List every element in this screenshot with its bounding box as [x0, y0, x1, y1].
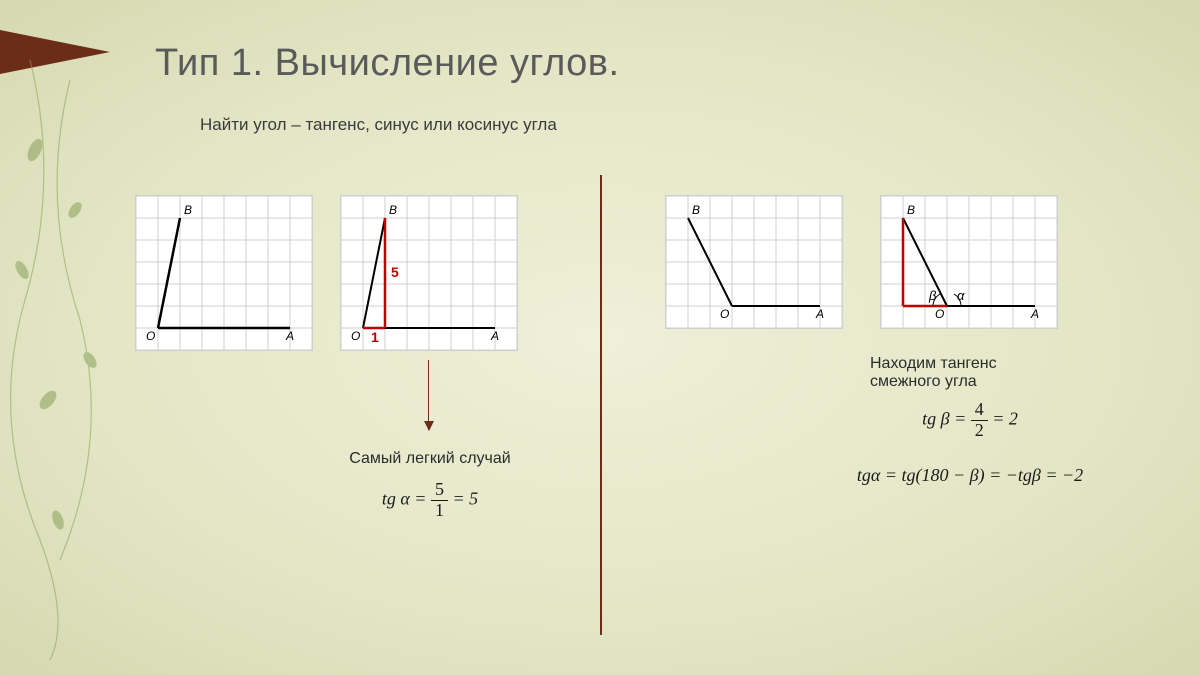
svg-text:O: O: [935, 307, 944, 321]
title-ribbon: [0, 30, 110, 74]
svg-text:β: β: [928, 288, 937, 303]
svg-text:1: 1: [371, 329, 379, 345]
left-caption: Самый легкий случай: [300, 450, 560, 468]
svg-text:A: A: [490, 329, 499, 343]
right-formula-1: tg β = 4 2 = 2: [870, 400, 1070, 441]
lhs: tg β =: [922, 408, 966, 428]
svg-text:A: A: [1030, 307, 1039, 321]
svg-text:B: B: [184, 203, 192, 217]
fraction: 4 2: [971, 400, 988, 441]
svg-text:α: α: [957, 288, 965, 303]
fraction: 5 1: [431, 480, 448, 521]
svg-text:5: 5: [391, 264, 399, 280]
svg-text:B: B: [692, 203, 700, 217]
grid-right-2: O A Bβ α: [880, 195, 1058, 329]
grid-right-1: O A B: [665, 195, 843, 329]
rhs: = 2: [992, 408, 1018, 428]
svg-text:B: B: [389, 203, 397, 217]
rhs: = 5: [452, 488, 478, 508]
right-formula-2: tgα = tg(180 − β) = −tgβ = −2: [760, 465, 1180, 486]
grid-left-1: O A B: [135, 195, 313, 351]
svg-text:O: O: [146, 329, 155, 343]
left-formula: tg α = 5 1 = 5: [300, 480, 560, 521]
right-caption: Находим тангенс смежного угла: [870, 355, 1070, 391]
page-title: Тип 1. Вычисление углов.: [155, 42, 620, 85]
svg-text:B: B: [907, 203, 915, 217]
subtitle: Найти угол – тангенс, синус или косинус …: [200, 115, 557, 135]
grid-left-2: O A B 5 1: [340, 195, 518, 351]
vertical-divider: [600, 175, 602, 635]
vine-left: [0, 60, 120, 660]
svg-text:O: O: [720, 307, 729, 321]
lhs: tg α =: [382, 488, 427, 508]
svg-text:O: O: [351, 329, 360, 343]
svg-text:A: A: [285, 329, 294, 343]
svg-text:A: A: [815, 307, 824, 321]
arrow-down: [428, 360, 429, 430]
